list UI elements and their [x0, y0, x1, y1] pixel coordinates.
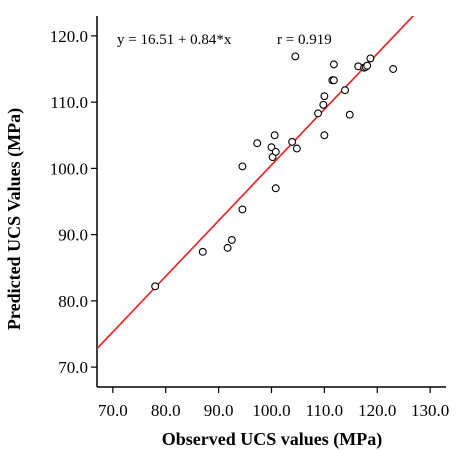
data-point [151, 282, 160, 291]
x-tick-label: 130.0 [411, 401, 449, 420]
y-tick-label: 110.0 [50, 93, 88, 112]
data-point [271, 147, 280, 156]
data-point [329, 60, 338, 69]
x-tick-label: 110.0 [306, 401, 344, 420]
regression-equation-label: y = 16.51 + 0.84*x [117, 32, 232, 48]
data-point [238, 205, 247, 214]
y-tick-label: 120.0 [50, 27, 88, 46]
data-point [341, 86, 349, 95]
data-point [366, 54, 375, 63]
data-point [238, 162, 247, 171]
x-tick-label: 90.0 [204, 401, 234, 420]
plot-area: 70.0 80.0 90.0 100.0 110.0 120.0 130.0 70.0 80.0… [50, 16, 449, 420]
data-point [319, 100, 328, 109]
data-point [320, 131, 329, 140]
data-point [291, 52, 300, 61]
data-point [345, 110, 354, 119]
data-point [389, 65, 398, 73]
y-tick-label: 90.0 [58, 226, 88, 245]
x-tick-label: 70.0 [98, 401, 128, 420]
data-point [320, 92, 329, 101]
x-tick-label: 100.0 [252, 401, 290, 420]
data-point [223, 243, 232, 252]
data-point [270, 131, 279, 140]
y-axis-title: Predicted UCS Values (MPa) [4, 108, 25, 330]
data-point [329, 76, 338, 85]
data-point [363, 61, 372, 70]
x-tick-label: 80.0 [151, 401, 181, 420]
data-point [292, 144, 301, 153]
data-point [227, 235, 236, 244]
x-tick-label: 120.0 [358, 401, 396, 420]
data-point [288, 137, 297, 146]
data-point [253, 139, 262, 148]
y-tick-label: 100.0 [50, 159, 88, 178]
data-point [314, 109, 322, 118]
data-point [271, 184, 280, 193]
x-axis-title: Observed UCS values (MPa) [162, 429, 382, 450]
y-tick-label: 70.0 [58, 358, 88, 377]
data-point [198, 247, 207, 256]
correlation-label: r = 0.919 [277, 32, 332, 48]
y-tick-label: 80.0 [58, 292, 88, 311]
